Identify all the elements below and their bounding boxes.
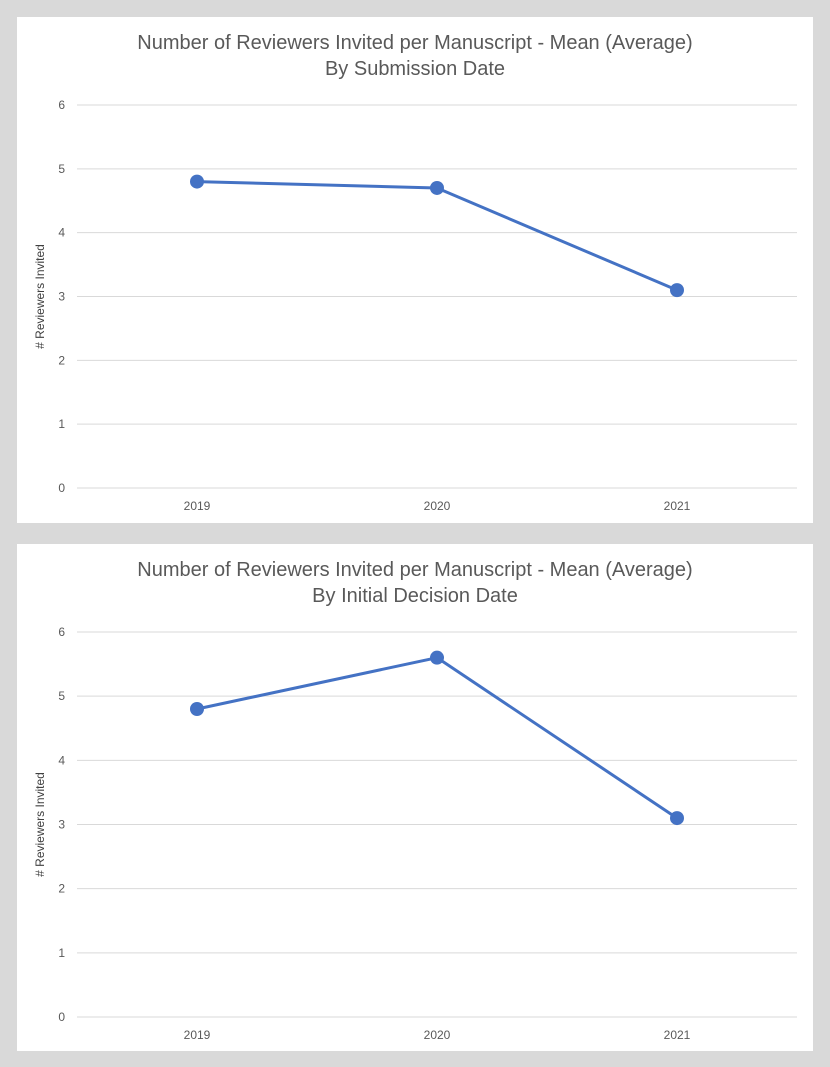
chart-title-line: Number of Reviewers Invited per Manuscri… [137, 32, 693, 54]
data-point [670, 283, 684, 298]
x-tick-label: 2021 [664, 499, 691, 513]
data-point [430, 180, 444, 195]
chart-panel-initial-decision-date: Number of Reviewers Invited per Manuscri… [17, 544, 813, 1051]
y-tick-label: 2 [58, 353, 65, 367]
y-tick-label: 6 [58, 625, 65, 639]
y-tick-label: 0 [58, 1010, 65, 1024]
series-line [196, 656, 678, 820]
y-axis-title: # Reviewers Invited [33, 772, 47, 877]
y-tick-label: 6 [58, 98, 65, 112]
chart-subtitle: By Submission Date [324, 58, 506, 80]
y-tick-label: 3 [58, 290, 65, 304]
chart-title-line: Number of Reviewers Invited per Manuscri… [137, 559, 693, 581]
chart-title: Number of Reviewers Invited per Manuscri… [17, 30, 813, 82]
data-point [190, 702, 204, 716]
y-tick-label: 2 [58, 882, 65, 896]
chart-panel-submission-date: Number of Reviewers Invited per Manuscri… [17, 17, 813, 523]
y-tick-label: 1 [58, 946, 65, 960]
chart-subtitle: By Initial Decision Date [312, 585, 518, 607]
y-tick-label: 5 [58, 162, 65, 176]
y-tick-label: 0 [58, 481, 65, 495]
series-line [196, 180, 678, 292]
chart-title: Number of Reviewers Invited per Manuscri… [17, 557, 813, 609]
data-point [670, 811, 684, 826]
y-tick-label: 5 [58, 689, 65, 703]
x-tick-label: 2020 [424, 1028, 451, 1042]
data-point [190, 174, 204, 189]
y-tick-label: 3 [58, 818, 65, 832]
y-tick-label: 1 [58, 417, 65, 431]
x-tick-label: 2021 [664, 1028, 691, 1042]
y-axis-title: # Reviewers Invited [33, 244, 47, 349]
x-tick-label: 2019 [184, 499, 211, 513]
line-chart-submission-date: 0 1 2 3 4 5 6 2019 2020 2021 # Reviewers Invited [33, 98, 797, 513]
y-tick-label: 4 [58, 226, 65, 240]
line-chart-initial-decision-date: 0 1 2 3 4 5 6 2019 2020 2021 # Reviewers Invited [33, 625, 797, 1042]
y-tick-label: 4 [58, 753, 65, 767]
x-tick-label: 2019 [184, 1028, 211, 1042]
data-point [430, 650, 444, 665]
x-tick-label: 2020 [424, 499, 451, 513]
